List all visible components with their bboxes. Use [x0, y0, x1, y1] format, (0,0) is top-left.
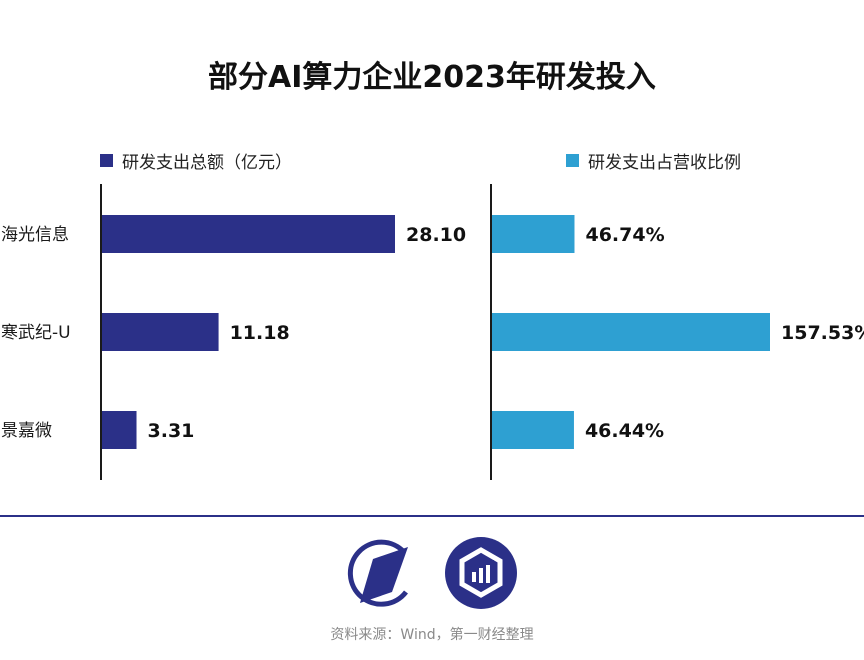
compass-logo-icon [347, 539, 408, 607]
rd-total-bar-1 [102, 313, 219, 351]
category-label-0: 海光信息 [1, 225, 69, 245]
rd-ratio-value-label-2: 46.44% [585, 420, 664, 442]
legend-label-rd-total: 研发支出总额（亿元） [122, 153, 292, 173]
chart-hexagon-logo-icon [445, 537, 517, 609]
rd-ratio-bar-2 [492, 411, 574, 449]
legend-swatch-dark-blue [100, 154, 113, 167]
rd-total-value-label-0: 28.10 [406, 224, 466, 246]
legend-swatch-light-blue [566, 154, 579, 167]
rd-total-value-label-1: 11.18 [230, 322, 290, 344]
rd-total-value-label-2: 3.31 [148, 420, 195, 442]
source-note: 资料来源：Wind，第一财经整理 [330, 627, 534, 643]
rd-ratio-bar-0 [492, 215, 575, 253]
rd-total-bar-2 [102, 411, 137, 449]
legend-left: 研发支出总额（亿元） [100, 148, 292, 173]
chart-title: 部分AI算力企业2023年研发投入 [208, 60, 656, 95]
footer-divider [0, 515, 864, 517]
legend-right: 研发支出占营收比例 [566, 148, 741, 173]
category-label-2: 景嘉微 [1, 421, 52, 441]
rd-ratio-value-label-0: 46.74% [585, 224, 664, 246]
rd-ratio-bar-1 [492, 313, 770, 351]
rd-total-bar-0 [102, 215, 395, 253]
category-label-1: 寒武纪-U [1, 323, 71, 343]
left-bars-group: 28.10 11.18 3.31 [102, 215, 466, 449]
legend-label-rd-ratio: 研发支出占营收比例 [588, 153, 741, 173]
rd-ratio-value-label-1: 157.53% [781, 322, 864, 344]
right-bars-group: 46.74% 157.53% 46.44% [492, 215, 864, 449]
